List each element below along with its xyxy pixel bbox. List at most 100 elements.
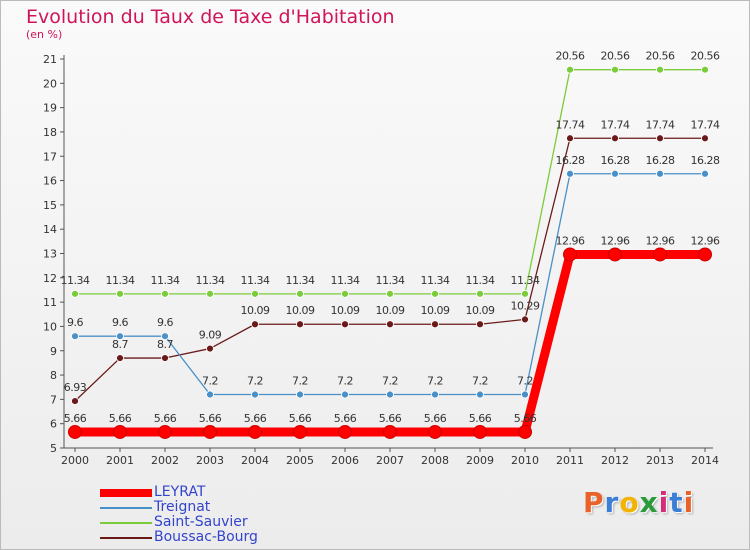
data-point-saint-sauvier [656, 65, 664, 74]
legend-label: Boussac-Bourg [154, 529, 258, 545]
data-point-leyrat [653, 247, 667, 262]
data-point-saint-sauvier [116, 289, 124, 298]
data-point-treignat [206, 390, 214, 399]
y-tick-label: 9 [50, 345, 57, 358]
legend-item-treignat: Treignat [100, 500, 258, 515]
y-tick-label: 18 [43, 126, 57, 139]
data-label-saint-sauvier: 11.34 [421, 274, 450, 287]
logo-letter: i [683, 486, 695, 519]
data-point-treignat [71, 332, 79, 341]
data-label-saint-sauvier: 11.34 [331, 274, 360, 287]
data-label-leyrat: 12.96 [646, 234, 675, 247]
data-label-leyrat: 5.66 [199, 412, 222, 425]
data-label-leyrat: 5.66 [334, 412, 357, 425]
data-point-saint-sauvier [566, 65, 574, 74]
data-label-saint-sauvier: 20.56 [601, 50, 630, 63]
x-tick-label: 2009 [466, 454, 494, 467]
data-point-treignat [251, 390, 259, 399]
data-label-leyrat: 5.66 [469, 412, 492, 425]
data-point-saint-sauvier [611, 65, 619, 74]
data-point-treignat [476, 390, 484, 399]
data-point-treignat [296, 390, 304, 399]
data-label-leyrat: 5.66 [154, 412, 177, 425]
logo-letter: x [639, 486, 659, 519]
data-label-saint-sauvier: 11.34 [466, 274, 495, 287]
data-point-boussac-bourg [566, 134, 574, 143]
data-point-treignat [566, 169, 574, 178]
data-point-boussac-bourg [476, 320, 484, 329]
data-label-treignat: 9.6 [112, 316, 128, 329]
data-point-treignat [341, 390, 349, 399]
logo-letter: r [604, 486, 620, 519]
data-label-leyrat: 5.66 [289, 412, 312, 425]
data-label-saint-sauvier: 20.56 [691, 50, 720, 63]
logo-letter: t [669, 486, 684, 519]
data-point-saint-sauvier [341, 289, 349, 298]
data-point-saint-sauvier [521, 289, 529, 298]
data-point-saint-sauvier [251, 289, 259, 298]
legend-swatch [100, 521, 152, 524]
legend-item-leyrat: LEYRAT [100, 485, 258, 500]
legend-swatch [100, 536, 152, 539]
data-label-boussac-bourg: 8.7 [112, 338, 128, 351]
data-label-treignat: 16.28 [556, 154, 585, 167]
data-label-leyrat: 5.66 [64, 412, 87, 425]
data-point-leyrat [68, 424, 82, 439]
data-label-saint-sauvier: 11.34 [151, 274, 180, 287]
x-tick-label: 2010 [511, 454, 539, 467]
data-point-boussac-bourg [656, 134, 664, 143]
data-label-leyrat: 5.66 [109, 412, 132, 425]
x-tick-label: 2011 [556, 454, 584, 467]
data-label-boussac-bourg: 10.09 [331, 304, 360, 317]
x-tick-label: 2001 [106, 454, 134, 467]
data-label-saint-sauvier: 11.34 [511, 274, 540, 287]
data-point-treignat [701, 169, 709, 178]
data-point-saint-sauvier [296, 289, 304, 298]
data-point-leyrat [248, 424, 262, 439]
data-label-saint-sauvier: 11.34 [241, 274, 270, 287]
data-point-saint-sauvier [701, 65, 709, 74]
data-label-treignat: 7.2 [517, 375, 533, 388]
data-point-boussac-bourg [611, 134, 619, 143]
data-label-treignat: 16.28 [601, 154, 630, 167]
data-point-treignat [161, 332, 169, 341]
data-label-boussac-bourg: 10.09 [286, 304, 315, 317]
data-label-boussac-bourg: 17.74 [691, 118, 720, 131]
data-label-treignat: 16.28 [691, 154, 720, 167]
data-label-boussac-bourg: 10.09 [421, 304, 450, 317]
x-tick-label: 2003 [196, 454, 224, 467]
chart-title: Evolution du Taux de Taxe d'Habitation [26, 6, 395, 28]
data-point-saint-sauvier [161, 289, 169, 298]
data-label-saint-sauvier: 20.56 [646, 50, 675, 63]
y-tick-label: 8 [50, 369, 57, 382]
legend-swatch [100, 488, 152, 497]
x-tick-label: 2007 [376, 454, 404, 467]
data-label-saint-sauvier: 11.34 [196, 274, 225, 287]
data-point-boussac-bourg [341, 320, 349, 329]
data-point-boussac-bourg [701, 134, 709, 143]
data-label-treignat: 9.6 [67, 316, 83, 329]
data-point-treignat [611, 169, 619, 178]
data-label-saint-sauvier: 11.34 [61, 274, 90, 287]
y-tick-label: 16 [43, 175, 57, 188]
chart-legend: LEYRAT Treignat Saint-Sauvier Boussac-Bourg [100, 485, 258, 545]
data-point-leyrat [293, 424, 307, 439]
data-label-leyrat: 12.96 [601, 234, 630, 247]
data-point-boussac-bourg [71, 397, 79, 405]
x-tick-label: 2012 [601, 454, 629, 467]
data-point-leyrat [338, 424, 352, 439]
data-point-saint-sauvier [431, 289, 439, 298]
data-point-leyrat [383, 424, 397, 439]
series-line-saint-sauvier [75, 69, 705, 295]
data-point-saint-sauvier [476, 289, 484, 298]
data-label-treignat: 7.2 [292, 375, 308, 388]
legend-item-saint-sauvier: Saint-Sauvier [100, 515, 258, 530]
data-label-leyrat: 5.66 [514, 412, 537, 425]
data-point-treignat [386, 390, 394, 399]
y-tick-label: 5 [50, 442, 57, 455]
legend-item-boussac-bourg: Boussac-Bourg [100, 530, 258, 545]
data-label-leyrat: 5.66 [424, 412, 447, 425]
y-tick-label: 7 [50, 393, 57, 406]
data-point-boussac-bourg [386, 320, 394, 329]
